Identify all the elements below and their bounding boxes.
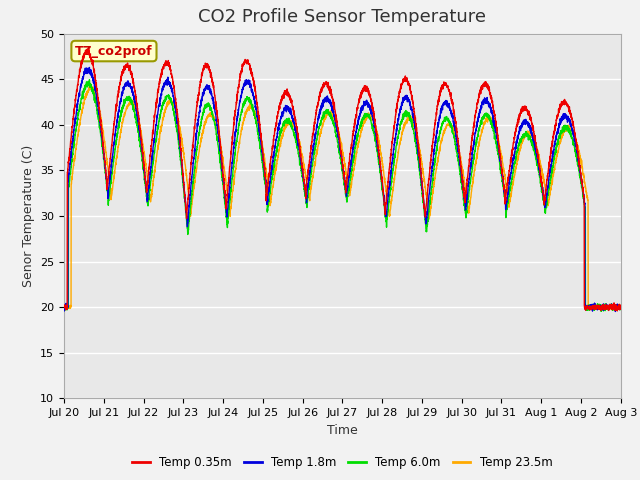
Text: TZ_co2prof: TZ_co2prof bbox=[75, 45, 153, 58]
Y-axis label: Senor Temperature (C): Senor Temperature (C) bbox=[22, 145, 35, 287]
X-axis label: Time: Time bbox=[327, 424, 358, 437]
Legend: Temp 0.35m, Temp 1.8m, Temp 6.0m, Temp 23.5m: Temp 0.35m, Temp 1.8m, Temp 6.0m, Temp 2… bbox=[127, 452, 557, 474]
Title: CO2 Profile Sensor Temperature: CO2 Profile Sensor Temperature bbox=[198, 9, 486, 26]
